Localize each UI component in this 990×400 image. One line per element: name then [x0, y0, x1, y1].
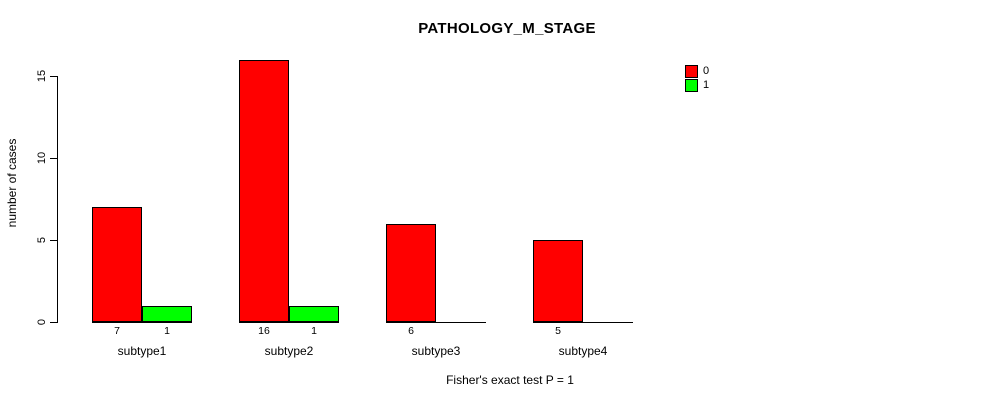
baseline-segment-subtype3	[386, 322, 486, 323]
baseline-segment-subtype1	[92, 322, 192, 323]
chart-title: PATHOLOGY_M_STAGE	[418, 20, 596, 37]
legend-swatch-red	[685, 64, 698, 78]
bar-subtype2-series1	[289, 306, 339, 322]
y-tick-label: 15	[36, 69, 48, 83]
legend-swatch-green	[685, 78, 698, 92]
baseline-segment-subtype2	[239, 322, 339, 323]
category-label-subtype3: subtype3	[411, 344, 461, 358]
bar-subtype2-series0	[239, 60, 289, 322]
legend-item-0: 0	[685, 64, 709, 78]
y-tick-mark	[50, 158, 57, 159]
category-label-subtype2: subtype2	[264, 344, 314, 358]
bar-subtype1-series1	[142, 306, 192, 322]
legend-label: 0	[703, 64, 710, 77]
y-tick-label: 0	[36, 318, 48, 326]
y-tick-mark	[50, 322, 57, 323]
bar-value-label-subtype3-series0: 6	[408, 325, 414, 337]
y-tick-mark	[50, 240, 57, 241]
bar-subtype1-series0	[92, 207, 142, 322]
bar-value-label-subtype2-series1: 1	[311, 325, 317, 337]
category-label-subtype1: subtype1	[117, 344, 167, 358]
legend-item-1: 1	[685, 78, 709, 92]
baseline-segment-subtype4	[533, 322, 633, 323]
y-tick-mark	[50, 76, 57, 77]
statistical-test-caption: Fisher's exact test P = 1	[446, 373, 574, 387]
bar-value-label-subtype4-series0: 5	[555, 325, 561, 337]
bar-value-label-subtype2-series0: 16	[258, 325, 270, 337]
bar-value-label-subtype1-series1: 1	[164, 325, 170, 337]
y-axis-title: number of cases	[5, 138, 19, 228]
bar-subtype3-series0	[386, 224, 436, 322]
legend-label: 1	[703, 78, 710, 91]
y-tick-label: 5	[36, 236, 48, 244]
bar-subtype4-series0	[533, 240, 583, 322]
y-axis-line	[57, 76, 58, 323]
category-label-subtype4: subtype4	[558, 344, 608, 358]
bar-value-label-subtype1-series0: 7	[114, 325, 120, 337]
y-tick-label: 10	[36, 151, 48, 165]
legend: 0 1	[685, 64, 709, 92]
